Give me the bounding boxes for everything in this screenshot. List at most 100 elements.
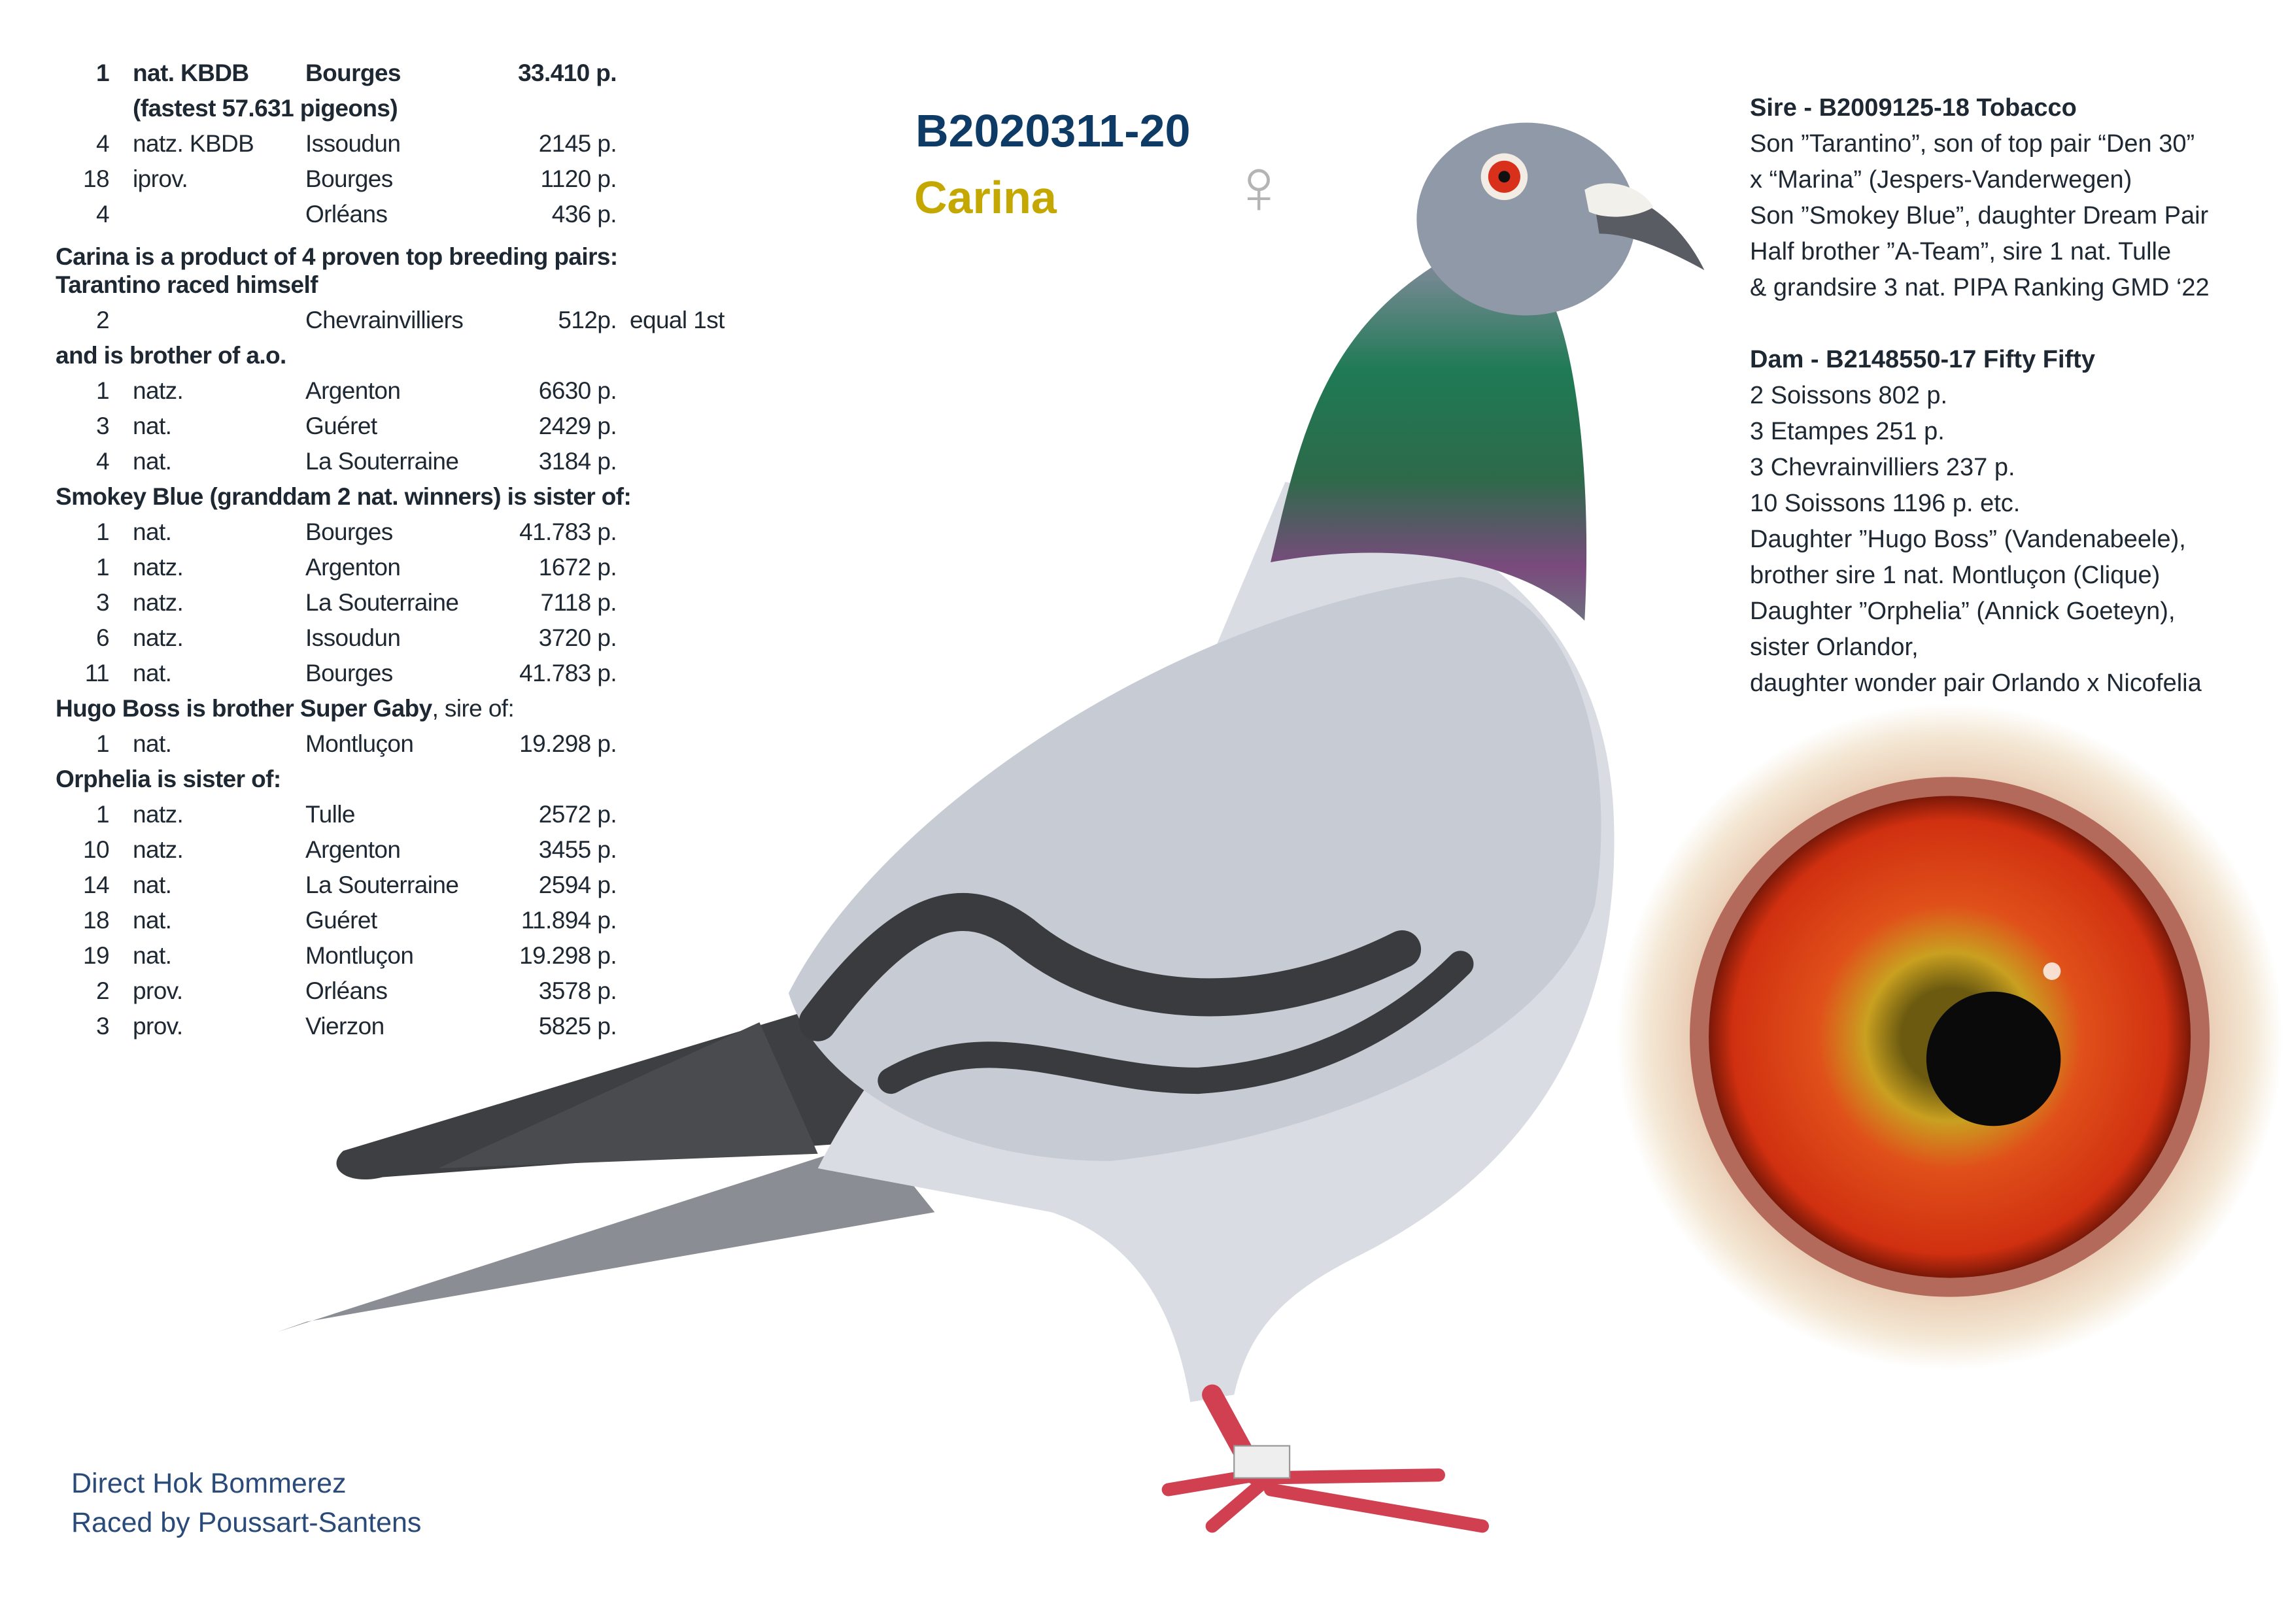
sire-line: x “Marina” (Jespers-Vanderwegen)	[1750, 166, 2132, 194]
result-rank: 1	[96, 730, 110, 757]
footer-loft: Direct Hok Bommerez	[71, 1468, 347, 1499]
legs	[1161, 1384, 1489, 1533]
result-pigeons: 512p.	[558, 307, 617, 333]
result-pigeons: 7118 p.	[540, 589, 617, 616]
result-race: La Souterraine	[305, 589, 459, 616]
result-race: La Souterraine	[305, 448, 459, 475]
result-race: Argenton	[305, 554, 401, 581]
result-pigeons: 33.410 p.	[518, 59, 617, 86]
eye-closeup	[1616, 703, 2283, 1370]
heading-suffix: , sire of:	[432, 695, 515, 722]
result-rank: 4	[96, 201, 110, 228]
results-list: 1 nat. KBDB Bourges 33.410 p. (fastest 57.63…	[56, 56, 906, 1044]
result-rank: 11	[84, 660, 110, 686]
result-category: natz.	[133, 624, 184, 651]
result-rank: 2	[96, 307, 110, 333]
head	[1416, 122, 1705, 316]
result-rank: 1	[96, 59, 110, 86]
heading-text: Tarantino raced himself	[56, 271, 318, 298]
result-pigeons: 2429 p.	[538, 413, 617, 439]
result-race: Orléans	[305, 977, 388, 1004]
result-category: natz. KBDB	[133, 130, 254, 157]
result-race: Vierzon	[305, 1013, 385, 1040]
section-heading: Tarantino raced himself	[56, 267, 787, 303]
dam-line: sister Orlandor,	[1750, 634, 1919, 661]
result-rank: 4	[96, 130, 110, 157]
result-race: Bourges	[305, 660, 393, 686]
result-category: natz.	[133, 589, 184, 616]
result-race: Issoudun	[305, 130, 401, 157]
result-race: Bourges	[305, 59, 401, 86]
result-race: Argenton	[305, 377, 401, 404]
sire-title: Sire - B2009125-18 Tobacco	[1750, 94, 2077, 122]
heading-text: Hugo Boss is brother Super Gaby	[56, 695, 432, 722]
result-category: nat.	[133, 942, 172, 969]
result-category: natz.	[133, 554, 184, 581]
result-pigeons: 11.894 p.	[521, 907, 617, 934]
sire-line: Son ”Tarantino”, son of top pair “Den 30…	[1750, 130, 2195, 158]
result-rank: 3	[96, 1013, 110, 1040]
neck	[1271, 263, 1587, 621]
result-race: Guéret	[305, 413, 377, 439]
result-category: nat.	[133, 413, 172, 439]
result-note: equal 1st	[630, 307, 725, 333]
spacer	[1750, 306, 2210, 342]
dam-line: 3 Chevrainvilliers 237 p.	[1750, 454, 2015, 481]
result-rank: 3	[96, 413, 110, 439]
dam-title: Dam - B2148550-17 Fifty Fifty	[1750, 346, 2095, 373]
result-race: Orléans	[305, 201, 388, 228]
result-category: iprov.	[133, 165, 188, 192]
result-rank: 1	[96, 554, 110, 581]
heading-text: Carina is a product of 4 proven top bree…	[56, 243, 618, 270]
result-category: natz.	[133, 801, 184, 828]
result-rank: 18	[83, 907, 110, 934]
result-category: natz.	[133, 377, 184, 404]
result-rank: 19	[83, 942, 110, 969]
footer-raced-by: Raced by Poussart-Santens	[71, 1507, 422, 1538]
result-pigeons: 1120 p.	[540, 165, 617, 192]
dam-line: Daughter ”Hugo Boss” (Vandenabeele),	[1750, 526, 2186, 553]
pigeon-name: Carina	[914, 172, 1057, 223]
result-race: Guéret	[305, 907, 377, 934]
section-heading: Smokey Blue (granddam 2 nat. winners) is…	[56, 479, 787, 515]
result-race: Issoudun	[305, 624, 401, 651]
leg-band	[1233, 1445, 1291, 1479]
heading-text: Orphelia is sister of:	[56, 766, 281, 792]
result-rank: 1	[96, 377, 110, 404]
sire-line: Son ”Smokey Blue”, daughter Dream Pair	[1750, 202, 2209, 229]
result-rank: 1	[96, 801, 110, 828]
result-pigeons: 3578 p.	[538, 977, 617, 1004]
dam-line: 2 Soissons 802 p.	[1750, 382, 1948, 409]
result-race: Chevrainvilliers	[305, 307, 464, 333]
result-pigeons: 2572 p.	[538, 801, 617, 828]
result-rank: 18	[83, 165, 110, 192]
result-rank: 1	[96, 518, 110, 545]
result-race: Bourges	[305, 518, 393, 545]
result-race: Montluçon	[305, 942, 414, 969]
result-pigeons: 2594 p.	[538, 871, 617, 898]
section-heading: Hugo Boss is brother Super Gaby, sire of…	[56, 691, 787, 726]
result-race: Bourges	[305, 165, 393, 192]
female-icon: ♀	[1229, 143, 1288, 230]
result-category: nat.	[133, 907, 172, 934]
result-pigeons: 3184 p.	[538, 448, 617, 475]
pedigree: Sire - B2009125-18 Tobacco Son ”Tarantin…	[1750, 90, 2210, 702]
result-category: nat.	[133, 660, 172, 686]
result-pigeons: 5825 p.	[538, 1013, 617, 1040]
result-race: Montluçon	[305, 730, 414, 757]
result-pigeons: 41.783 p.	[519, 518, 617, 545]
heading-text: and is brother of a.o.	[56, 342, 286, 369]
sire-line: & grandsire 3 nat. PIPA Ranking GMD ‘22	[1750, 274, 2210, 301]
dam-line: Daughter ”Orphelia” (Annick Goeteyn),	[1750, 598, 2176, 625]
result-rank: 4	[96, 448, 110, 475]
result-category: nat.	[133, 518, 172, 545]
result-rank: 10	[83, 836, 110, 863]
section-heading: Orphelia is sister of:	[56, 762, 787, 797]
result-category: nat.	[133, 730, 172, 757]
dam-line: brother sire 1 nat. Montluçon (Clique)	[1750, 562, 2161, 589]
result-rank: 6	[96, 624, 110, 651]
sire-details: Son ”Tarantino”, son of top pair “Den 30…	[1750, 126, 2210, 306]
section-heading: and is brother of a.o.	[56, 338, 787, 373]
dam-line: 3 Etampes 251 p.	[1750, 418, 1945, 445]
